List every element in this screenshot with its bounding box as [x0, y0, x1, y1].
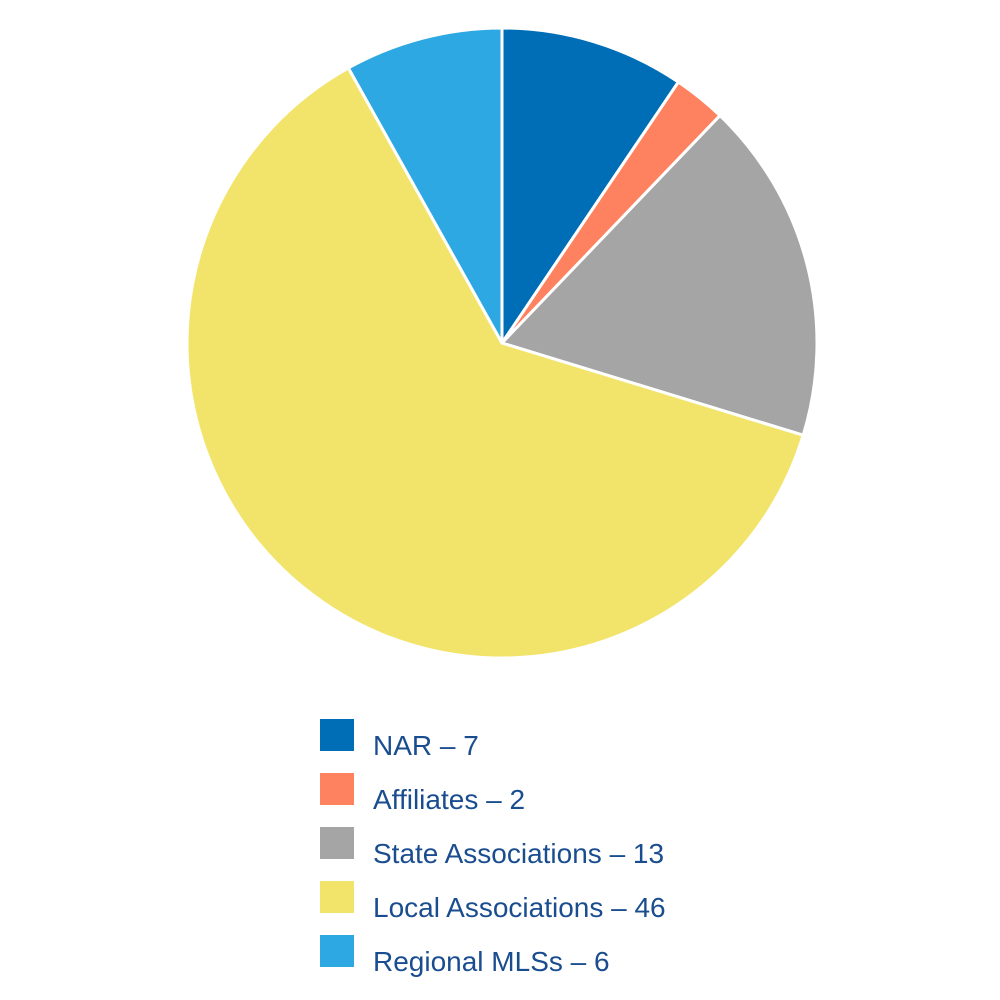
- legend-swatch-affiliates: [320, 773, 354, 805]
- legend-label-nar: NAR – 7: [373, 730, 479, 761]
- legend-label-regional-mlss: Regional MLSs – 6: [373, 946, 610, 977]
- pie-slice-state-associations: [500, 114, 819, 437]
- pie-slice-regional-mlss: [346, 26, 504, 345]
- legend-item-regional-mlss: Regional MLSs – 6: [320, 935, 840, 989]
- pie-slices: [185, 26, 819, 660]
- pie-chart: [185, 26, 819, 660]
- legend-item-nar: NAR – 7: [320, 719, 840, 773]
- legend-label-affiliates: Affiliates – 2: [373, 784, 526, 815]
- legend-item-state-associations: State Associations – 13: [320, 827, 840, 881]
- legend-label-state-associations: State Associations – 13: [373, 838, 665, 869]
- legend-item-local-associations: Local Associations – 46: [320, 881, 840, 935]
- pie-slice-nar: [500, 26, 680, 345]
- legend-swatch-local-associations: [320, 881, 354, 913]
- legend-swatch-regional-mlss: [320, 935, 354, 967]
- pie-slice-local-associations: [185, 66, 805, 660]
- legend-label-local-associations: Local Associations – 46: [373, 892, 666, 923]
- legend-swatch-state-associations: [320, 827, 354, 859]
- legend-item-affiliates: Affiliates – 2: [320, 773, 840, 827]
- legend-swatch-nar: [320, 719, 354, 751]
- legend: NAR – 7 Affiliates – 2 State Association…: [320, 719, 840, 989]
